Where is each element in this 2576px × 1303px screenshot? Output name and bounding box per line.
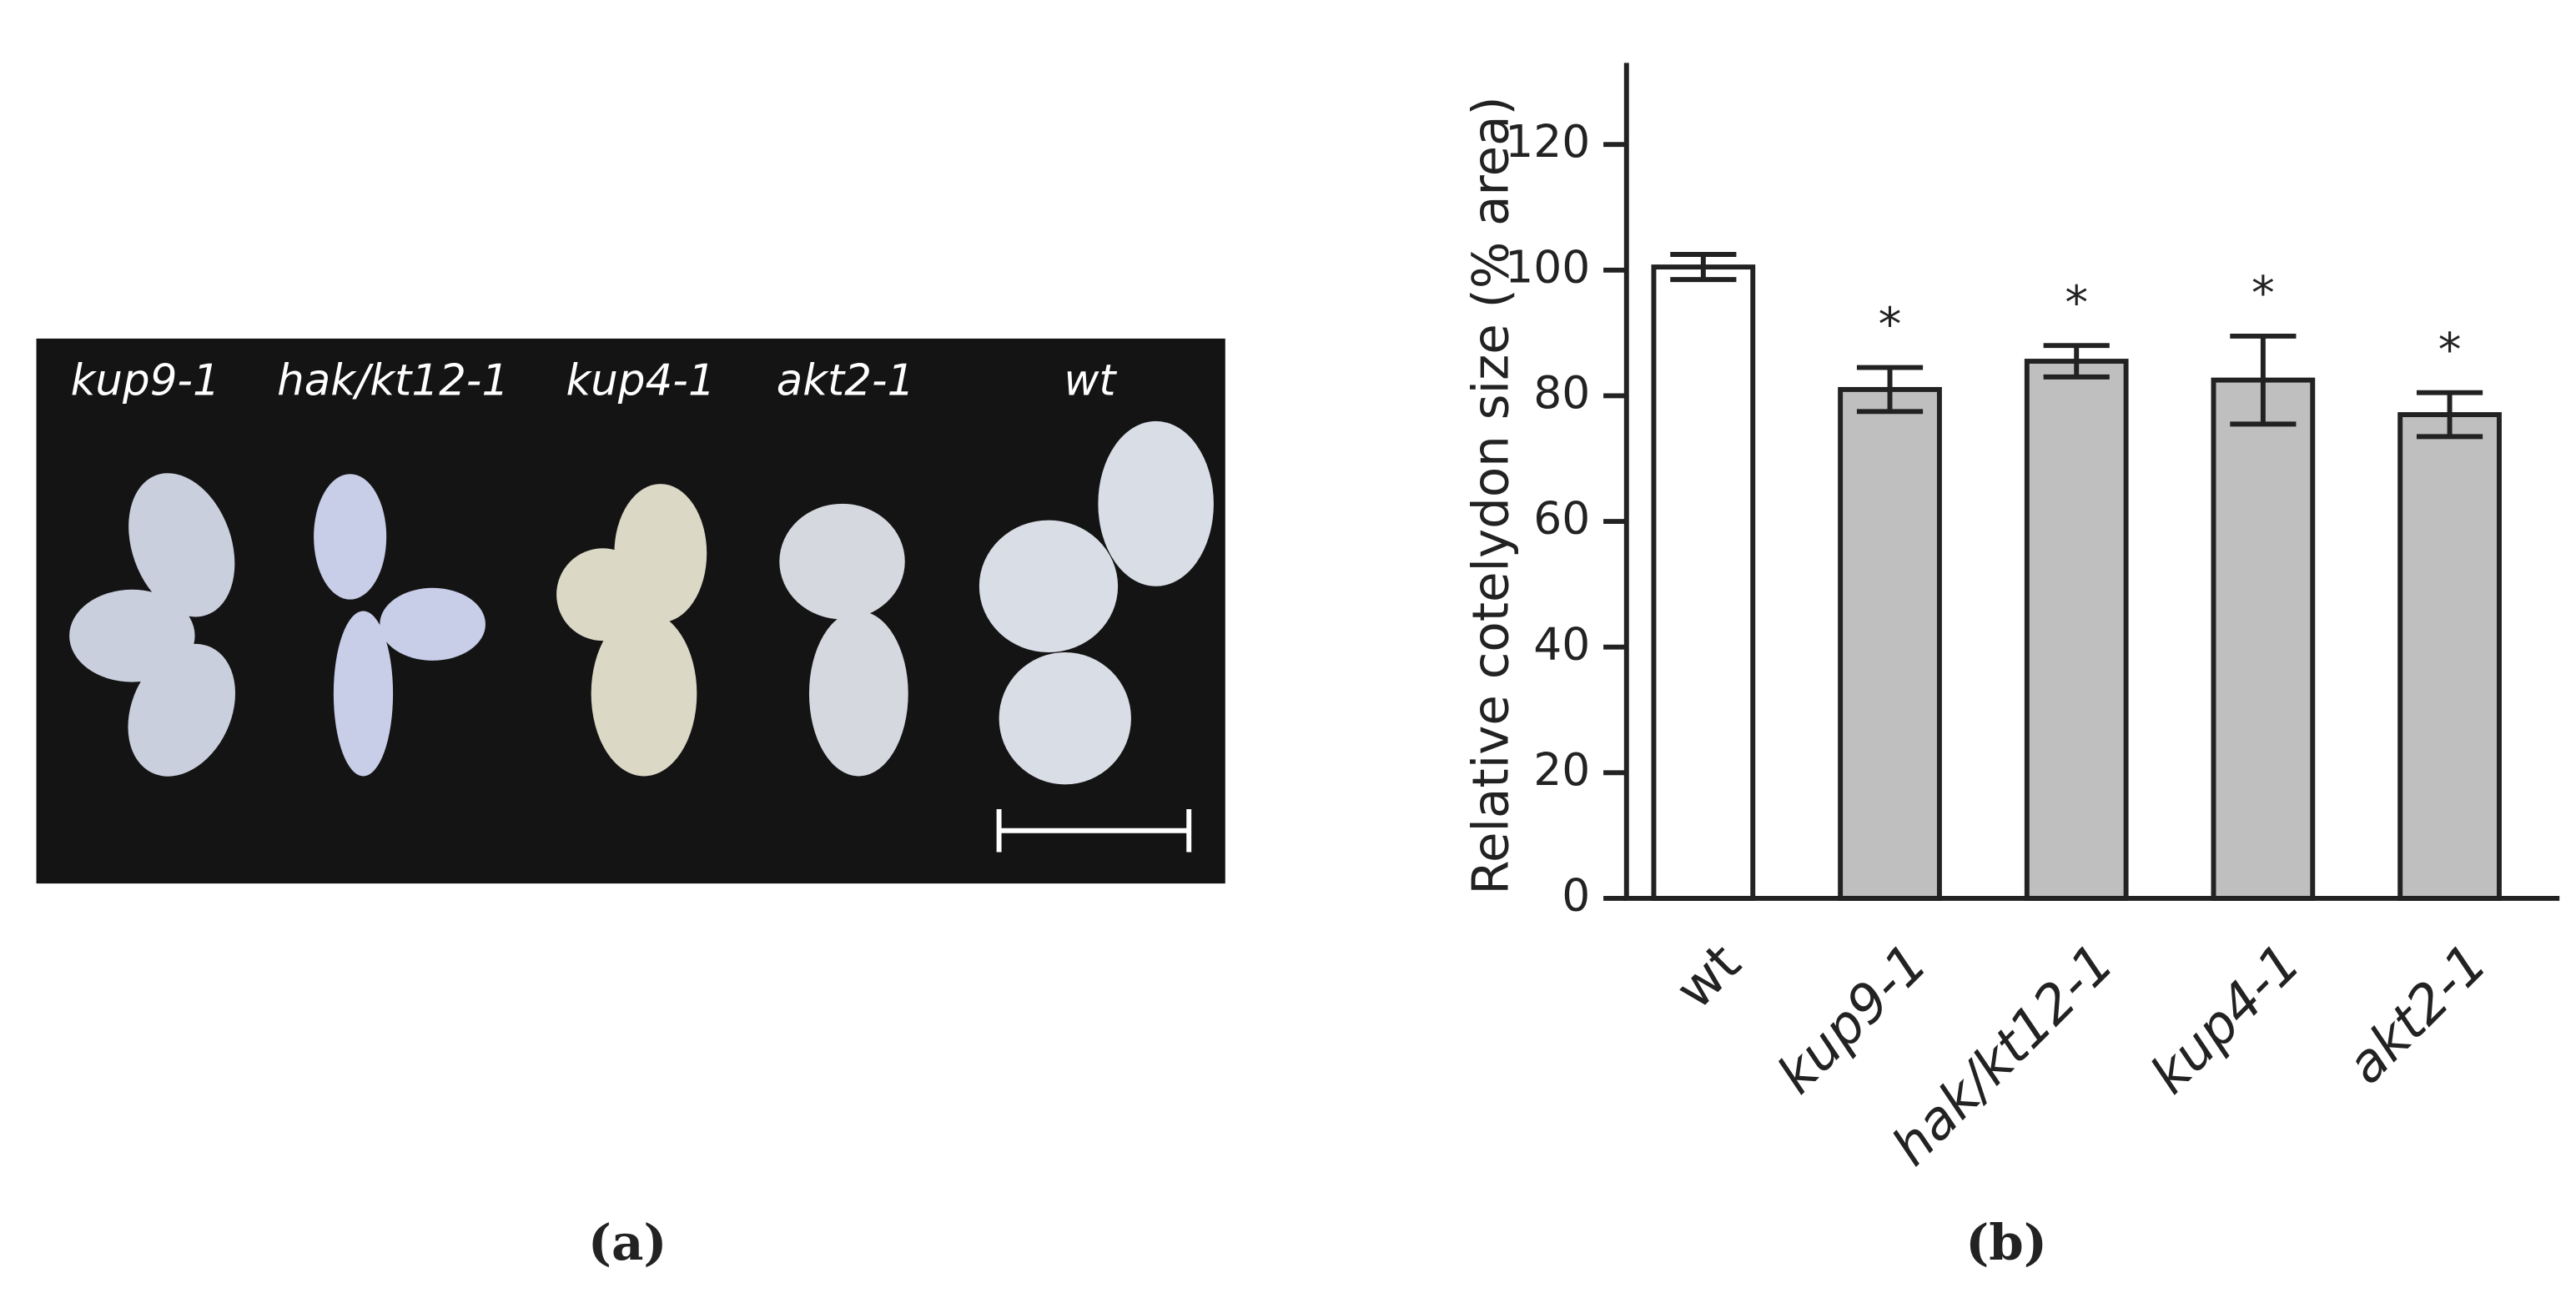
genotype-label: kup9-1 [71, 355, 220, 405]
bar [1651, 264, 1756, 901]
genotype-label: kup4-1 [566, 355, 715, 405]
significance-mark: * [2065, 277, 2088, 330]
photo-panel [36, 338, 1225, 884]
y-tick-label: 80 [1533, 366, 1590, 419]
scale-bar [996, 809, 1192, 853]
x-tick-label: kup4-1 [2138, 932, 2312, 1105]
x-tick-label: wt [1663, 932, 1753, 1021]
x-tick-label: kup9-1 [1765, 932, 1939, 1105]
genotype-label: wt [1064, 355, 1117, 405]
panel-label: (a) [588, 1214, 667, 1272]
significance-mark: * [2438, 324, 2462, 377]
genotype-label: akt2-1 [777, 355, 915, 405]
y-tick-label: 120 [1505, 115, 1590, 168]
seedlings [69, 420, 1214, 785]
x-tick-label: akt2-1 [2335, 932, 2498, 1095]
y-tick-label: 60 [1533, 492, 1590, 545]
panel-label: (b) [1965, 1214, 2047, 1272]
significance-mark: * [2251, 268, 2275, 321]
y-tick-label: 20 [1533, 743, 1590, 796]
bar [2024, 359, 2129, 901]
bar [2397, 412, 2502, 901]
significance-mark: * [1879, 299, 1902, 352]
y-axis-label: Relative cotelydon size (% area) [1463, 96, 1521, 894]
genotype-label: hak/kt12-1 [277, 355, 509, 405]
bar [1838, 386, 1942, 901]
y-tick-label: 40 [1533, 617, 1590, 670]
y-tick-label: 0 [1562, 869, 1590, 922]
y-tick-label: 100 [1505, 240, 1590, 293]
bar [2211, 377, 2316, 901]
